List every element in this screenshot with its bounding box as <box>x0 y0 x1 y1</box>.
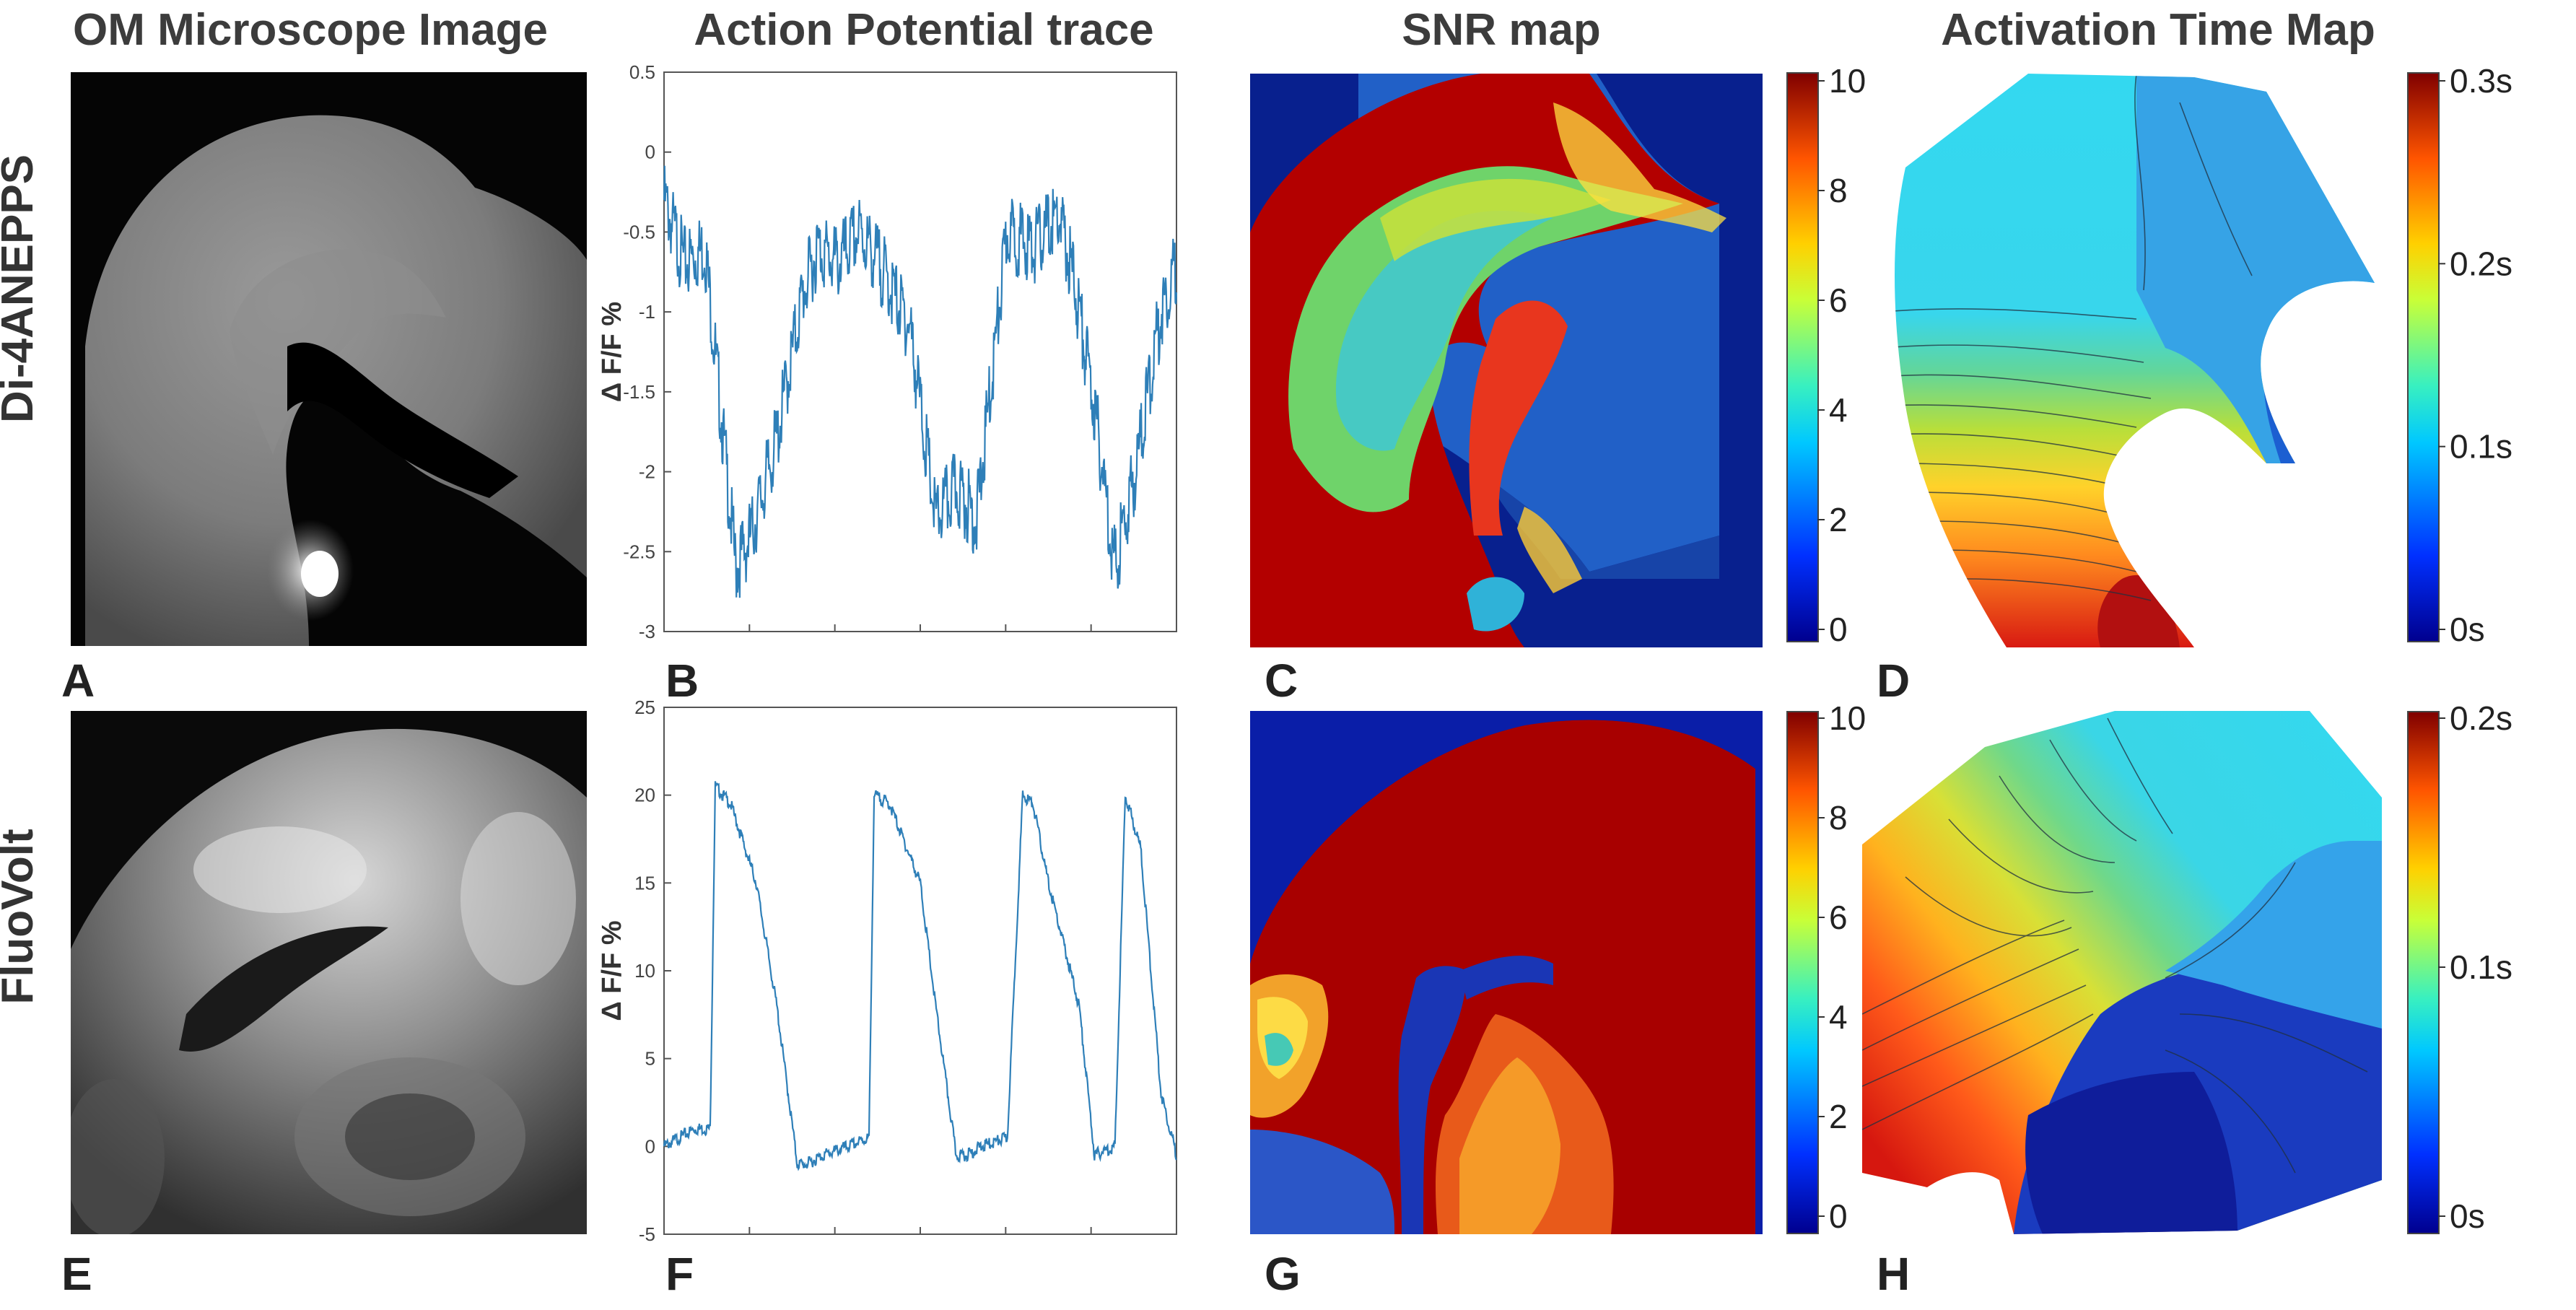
ap-trace-top-ytick-label: -2 <box>639 461 655 483</box>
ap-trace-bottom-ylabel: Δ F/F % <box>597 920 627 1021</box>
ap-trace-top-ytick-label: -0.5 <box>623 221 655 243</box>
panel-letter-g: G <box>1265 1248 1301 1300</box>
ap-trace-top-ytick-label: -2.5 <box>623 541 655 562</box>
row-label-fluovolt: FluoVolt <box>0 829 43 1005</box>
panel-letter-d: D <box>1877 655 1911 707</box>
colorbar-activation-bottom-tick-label: 0.1s <box>2450 948 2512 986</box>
colorbar-snr-top-tick-label: 6 <box>1829 281 1848 319</box>
om-image-bottom <box>64 711 587 1238</box>
ap-trace-top-ytick-label: 0 <box>645 141 655 163</box>
ap-trace-bottom-plot-frame <box>663 707 1177 1235</box>
ap-trace-bottom-ytick-label: 25 <box>634 697 655 718</box>
panel-letter-b: B <box>665 655 699 707</box>
colorbar-snr-bottom-tick-label: 8 <box>1829 799 1848 837</box>
ap-trace-bottom-ytick-label: 10 <box>634 960 655 982</box>
colorbar-activation-top-tick-label: 0.3s <box>2450 62 2512 100</box>
ap-trace-top-plot-frame <box>663 71 1177 632</box>
ap-trace-bottom-ytick-label: 20 <box>634 785 655 806</box>
om-image-bottom-graphic <box>64 711 587 1238</box>
colorbar-snr-bottom-tick-label: 10 <box>1829 699 1866 737</box>
row-label-di4anepps: Di-4ANEPPS <box>0 154 43 424</box>
colorbar-snr-top-tick-label: 8 <box>1829 172 1848 209</box>
colorbar-activation-top-tick-label: 0.1s <box>2450 428 2512 466</box>
title-om-image: OM Microscope Image <box>72 5 549 55</box>
colorbar-snr-top-tick-label: 4 <box>1829 391 1848 429</box>
colorbar-activation-bottom <box>2407 711 2440 1234</box>
ap-trace-top-series-line <box>663 165 1178 598</box>
colorbar-snr-bottom-tick-label: 2 <box>1829 1098 1848 1135</box>
ap-trace-bottom-ytick-label: 15 <box>634 872 655 894</box>
ap-trace-bottom-ytick-label: 0 <box>645 1135 655 1157</box>
ap-trace-top-ytick-label: 0.5 <box>629 65 655 83</box>
ap-trace-chart-bottom: 25 20 15 10 5 0 -5 Δ F/F % <box>597 697 1177 1245</box>
activation-map-top-graphic <box>1895 74 2375 647</box>
ap-trace-bottom-ytick-label: 5 <box>645 1048 655 1070</box>
activation-map-top <box>1862 74 2382 647</box>
colorbar-snr-bottom <box>1786 711 1819 1234</box>
colorbar-activation-top <box>2407 72 2440 642</box>
colorbar-snr-top-tick-label: 10 <box>1829 62 1866 100</box>
panel-letter-c: C <box>1265 655 1298 707</box>
colorbar-snr-top-tick-label: 0 <box>1829 611 1848 648</box>
ap-trace-top-ytick-label: -1 <box>639 301 655 323</box>
colorbar-activation-top-tick-label: 0.2s <box>2450 245 2512 282</box>
colorbar-snr-top <box>1786 72 1819 642</box>
snr-map-top-graphic <box>1250 74 1763 647</box>
om-image-top-graphic <box>71 72 587 647</box>
title-action-potential: Action Potential trace <box>694 5 1154 55</box>
colorbar-snr-bottom-tick-label: 0 <box>1829 1197 1848 1235</box>
panel-letter-h: H <box>1877 1248 1911 1300</box>
snr-map-bottom <box>1250 711 1763 1234</box>
om-image-top <box>71 72 587 647</box>
colorbar-snr-bottom-tick-label: 6 <box>1829 899 1848 936</box>
panel-letter-a: A <box>61 655 95 707</box>
colorbar-activation-bottom-tick-label: 0.2s <box>2450 699 2512 737</box>
title-snr-map: SNR map <box>1402 5 1601 55</box>
colorbar-activation-top-tick-label: 0s <box>2450 611 2485 648</box>
snr-map-bottom-graphic <box>1250 711 1763 1234</box>
colorbar-snr-bottom-tick-label: 4 <box>1829 998 1848 1036</box>
colorbar-activation-bottom-tick-label: 0s <box>2450 1197 2485 1235</box>
activation-map-bottom <box>1862 711 2382 1234</box>
title-activation-map: Activation Time Map <box>1941 5 2375 55</box>
ap-trace-bottom-series-line <box>663 781 1177 1171</box>
ap-trace-top-ytick-label: -3 <box>639 621 655 642</box>
ap-trace-chart-top: 0.5 0 -0.5 -1 -1.5 -2 -2.5 -3 Δ F/F % <box>597 65 1178 642</box>
snr-map-top <box>1250 74 1763 647</box>
ap-trace-bottom-ytick-label: -5 <box>639 1223 655 1245</box>
ap-trace-top-ylabel: Δ F/F % <box>597 302 627 402</box>
panel-letter-f: F <box>665 1248 694 1300</box>
panel-letter-e: E <box>61 1248 92 1300</box>
activation-map-bottom-graphic <box>1862 711 2382 1234</box>
ap-trace-top-ytick-label: -1.5 <box>623 381 655 403</box>
colorbar-snr-top-tick-label: 2 <box>1829 501 1848 538</box>
